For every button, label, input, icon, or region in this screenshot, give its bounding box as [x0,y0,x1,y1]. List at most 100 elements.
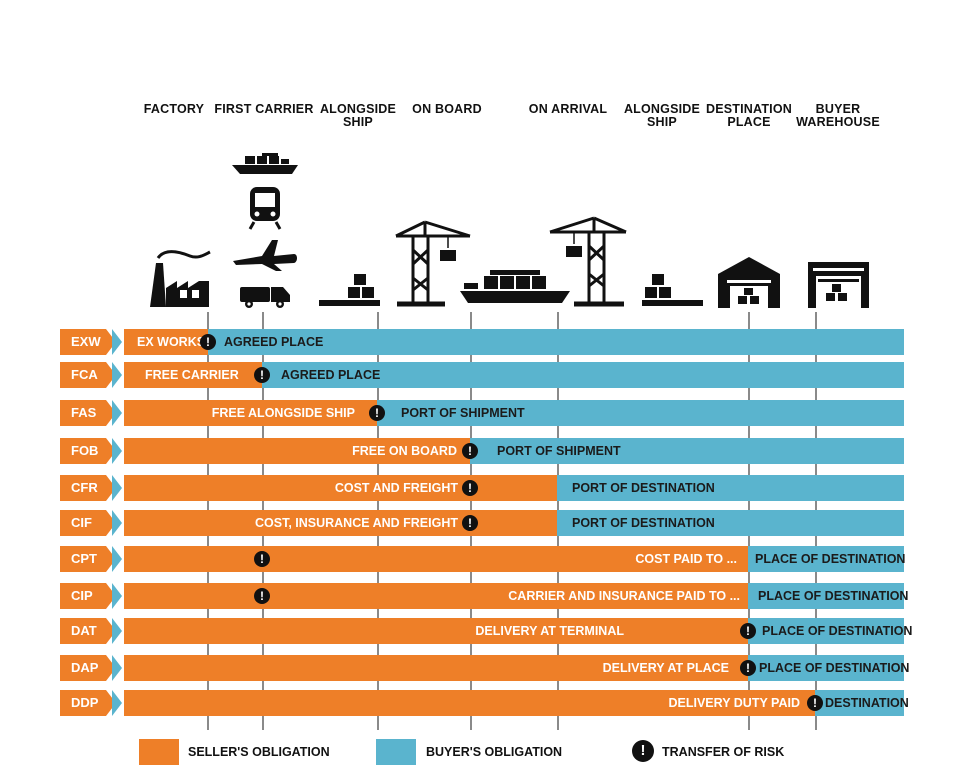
legend-seller-swatch [139,739,179,765]
legend-seller-label: SELLER'S OBLIGATION [188,745,330,759]
legend-buyer-label: BUYER'S OBLIGATION [426,745,563,759]
column-label-alongside-ship-destination: ALONGSIDE SHIP [623,102,701,129]
incoterm-code: DAP [60,655,106,681]
seller-obligation-bar [124,362,262,388]
seller-obligation-label: DELIVERY AT TERMINAL [475,624,624,638]
buyer-obligation-label: AGREED PLACE [224,335,324,349]
transfer-of-risk-icon: ! [254,588,270,604]
incoterm-row-fca: FCA FREE CARRIER AGREED PLACE! [0,362,960,388]
transfer-of-risk-icon: ! [462,443,478,459]
incoterm-code: DAT [60,618,106,644]
chevron-right-icon [106,690,116,716]
seller-obligation-bar [124,438,470,464]
seller-obligation-label: CARRIER AND INSURANCE PAID TO ... [508,589,740,603]
chevron-right-icon [112,655,122,681]
buyer-obligation-label: PLACE OF DESTINATION [755,552,906,566]
factory-icon [150,250,211,307]
container-ship-icon [232,153,298,174]
chevron-right-icon [106,546,116,572]
train-icon [248,187,282,230]
chevron-right-icon [106,475,116,501]
transfer-of-risk-icon: ! [462,515,478,531]
incoterm-row-dat: DAT DELIVERY AT TERMINAL PLACE OF DESTINAT… [0,618,960,644]
incoterm-row-cip: CIP CARRIER AND INSURANCE PAID TO ... PLAC… [0,583,960,609]
buyer-obligation-bar [262,362,904,388]
transfer-of-risk-icon: ! [807,695,823,711]
column-label-destination-place: DESTINATION PLACE [706,102,792,129]
seller-obligation-bar [124,475,557,501]
buyer-obligation-bar [557,475,904,501]
transfer-of-risk-icon: ! [369,405,385,421]
buyer-obligation-bar [748,618,904,644]
chevron-right-icon [112,438,122,464]
seller-obligation-label: DELIVERY DUTY PAID [668,696,800,710]
incoterm-code: EXW [60,329,106,355]
column-label-first-carrier: FIRST CARRIER [214,102,314,116]
chevron-right-icon [112,583,122,609]
buyer-obligation-label: PLACE OF DESTINATION [759,661,910,675]
buyer-obligation-label: AGREED PLACE [281,368,381,382]
chevron-right-icon [112,546,122,572]
incoterm-code: FCA [60,362,106,388]
buyer-obligation-bar [748,546,904,572]
incoterm-code: CPT [60,546,106,572]
buyer-obligation-label: PORT OF SHIPMENT [497,444,621,458]
incoterm-code: CFR [60,475,106,501]
chevron-right-icon [106,362,116,388]
chevron-right-icon [112,475,122,501]
buyer-obligation-bar [748,655,904,681]
truck-icon [240,287,290,308]
legend-buyer-swatch [376,739,416,765]
seller-obligation-label: COST, INSURANCE AND FREIGHT [254,516,458,530]
transfer-of-risk-icon: ! [254,367,270,383]
incoterm-row-fob: FOB FREE ON BOARD PORT OF SHIPMENT! [0,438,960,464]
chevron-right-icon [106,329,116,355]
chevron-right-icon [112,362,122,388]
buyer-obligation-label: PLACE OF DESTINATION [762,624,913,638]
icon-strip [150,153,869,308]
chevron-right-icon [112,510,122,536]
incoterm-row-cfr: CFR COST AND FREIGHT PORT OF DESTINATION! [0,475,960,501]
seller-obligation-bar [124,329,208,355]
column-label-on-board: ON BOARD [412,102,482,116]
column-label-alongside-ship-origin: ALONGSIDE SHIP [319,102,397,129]
incoterm-row-dap: DAP DELIVERY AT PLACE PLACE OF DESTINATION… [0,655,960,681]
seller-obligation-label: DELIVERY AT PLACE [602,661,729,675]
incoterm-row-ddp: DDP DELIVERY DUTY PAID DESTINATION! [0,690,960,716]
column-label-buyer-warehouse: BUYER WAREHOUSE [796,102,880,129]
seller-obligation-bar [124,400,377,426]
transfer-of-risk-icon: ! [200,334,216,350]
chevron-right-icon [112,400,122,426]
buyer-obligation-label: PORT OF SHIPMENT [401,406,525,420]
cargo-pallet-icon [319,274,380,306]
seller-obligation-bar [124,546,748,572]
seller-obligation-label: FREE CARRIER [145,368,239,382]
incoterm-code: CIF [60,510,106,536]
chevron-right-icon [106,655,116,681]
transfer-of-risk-icon: ! [462,480,478,496]
seller-obligation-label: COST AND FREIGHT [334,481,458,495]
buyer-obligation-label: PORT OF DESTINATION [572,481,715,495]
buyer-obligation-label: PLACE OF DESTINATION [758,589,909,603]
legend-risk-label: TRANSFER OF RISK [662,745,785,759]
incoterm-row-fas: FAS FREE ALONGSIDE SHIP PORT OF SHIPMENT! [0,400,960,426]
warehouse-icon [718,257,780,308]
airplane-icon [233,240,297,271]
chevron-right-icon [112,690,122,716]
column-label-factory: FACTORY [143,102,205,116]
buyer-obligation-bar [748,583,904,609]
buyer-obligation-bar [557,510,904,536]
incoterm-code: CIP [60,583,106,609]
incoterm-row-cpt: CPT COST PAID TO ... PLACE OF DESTINATION! [0,546,960,572]
cargo-ship-icon [460,270,570,303]
port-crane-icon [395,220,471,307]
seller-obligation-label: COST PAID TO ... [635,552,737,566]
seller-obligation-bar [124,690,815,716]
seller-obligation-label: FREE ALONGSIDE SHIP [211,406,355,420]
seller-obligation-label: EX WORKS [137,335,206,349]
port-crane-icon [549,216,627,307]
legend-risk-icon: ! [632,740,654,762]
buyer-obligation-bar [208,329,904,355]
column-label-on-arrival: ON ARRIVAL [528,102,608,116]
seller-obligation-bar [124,583,748,609]
